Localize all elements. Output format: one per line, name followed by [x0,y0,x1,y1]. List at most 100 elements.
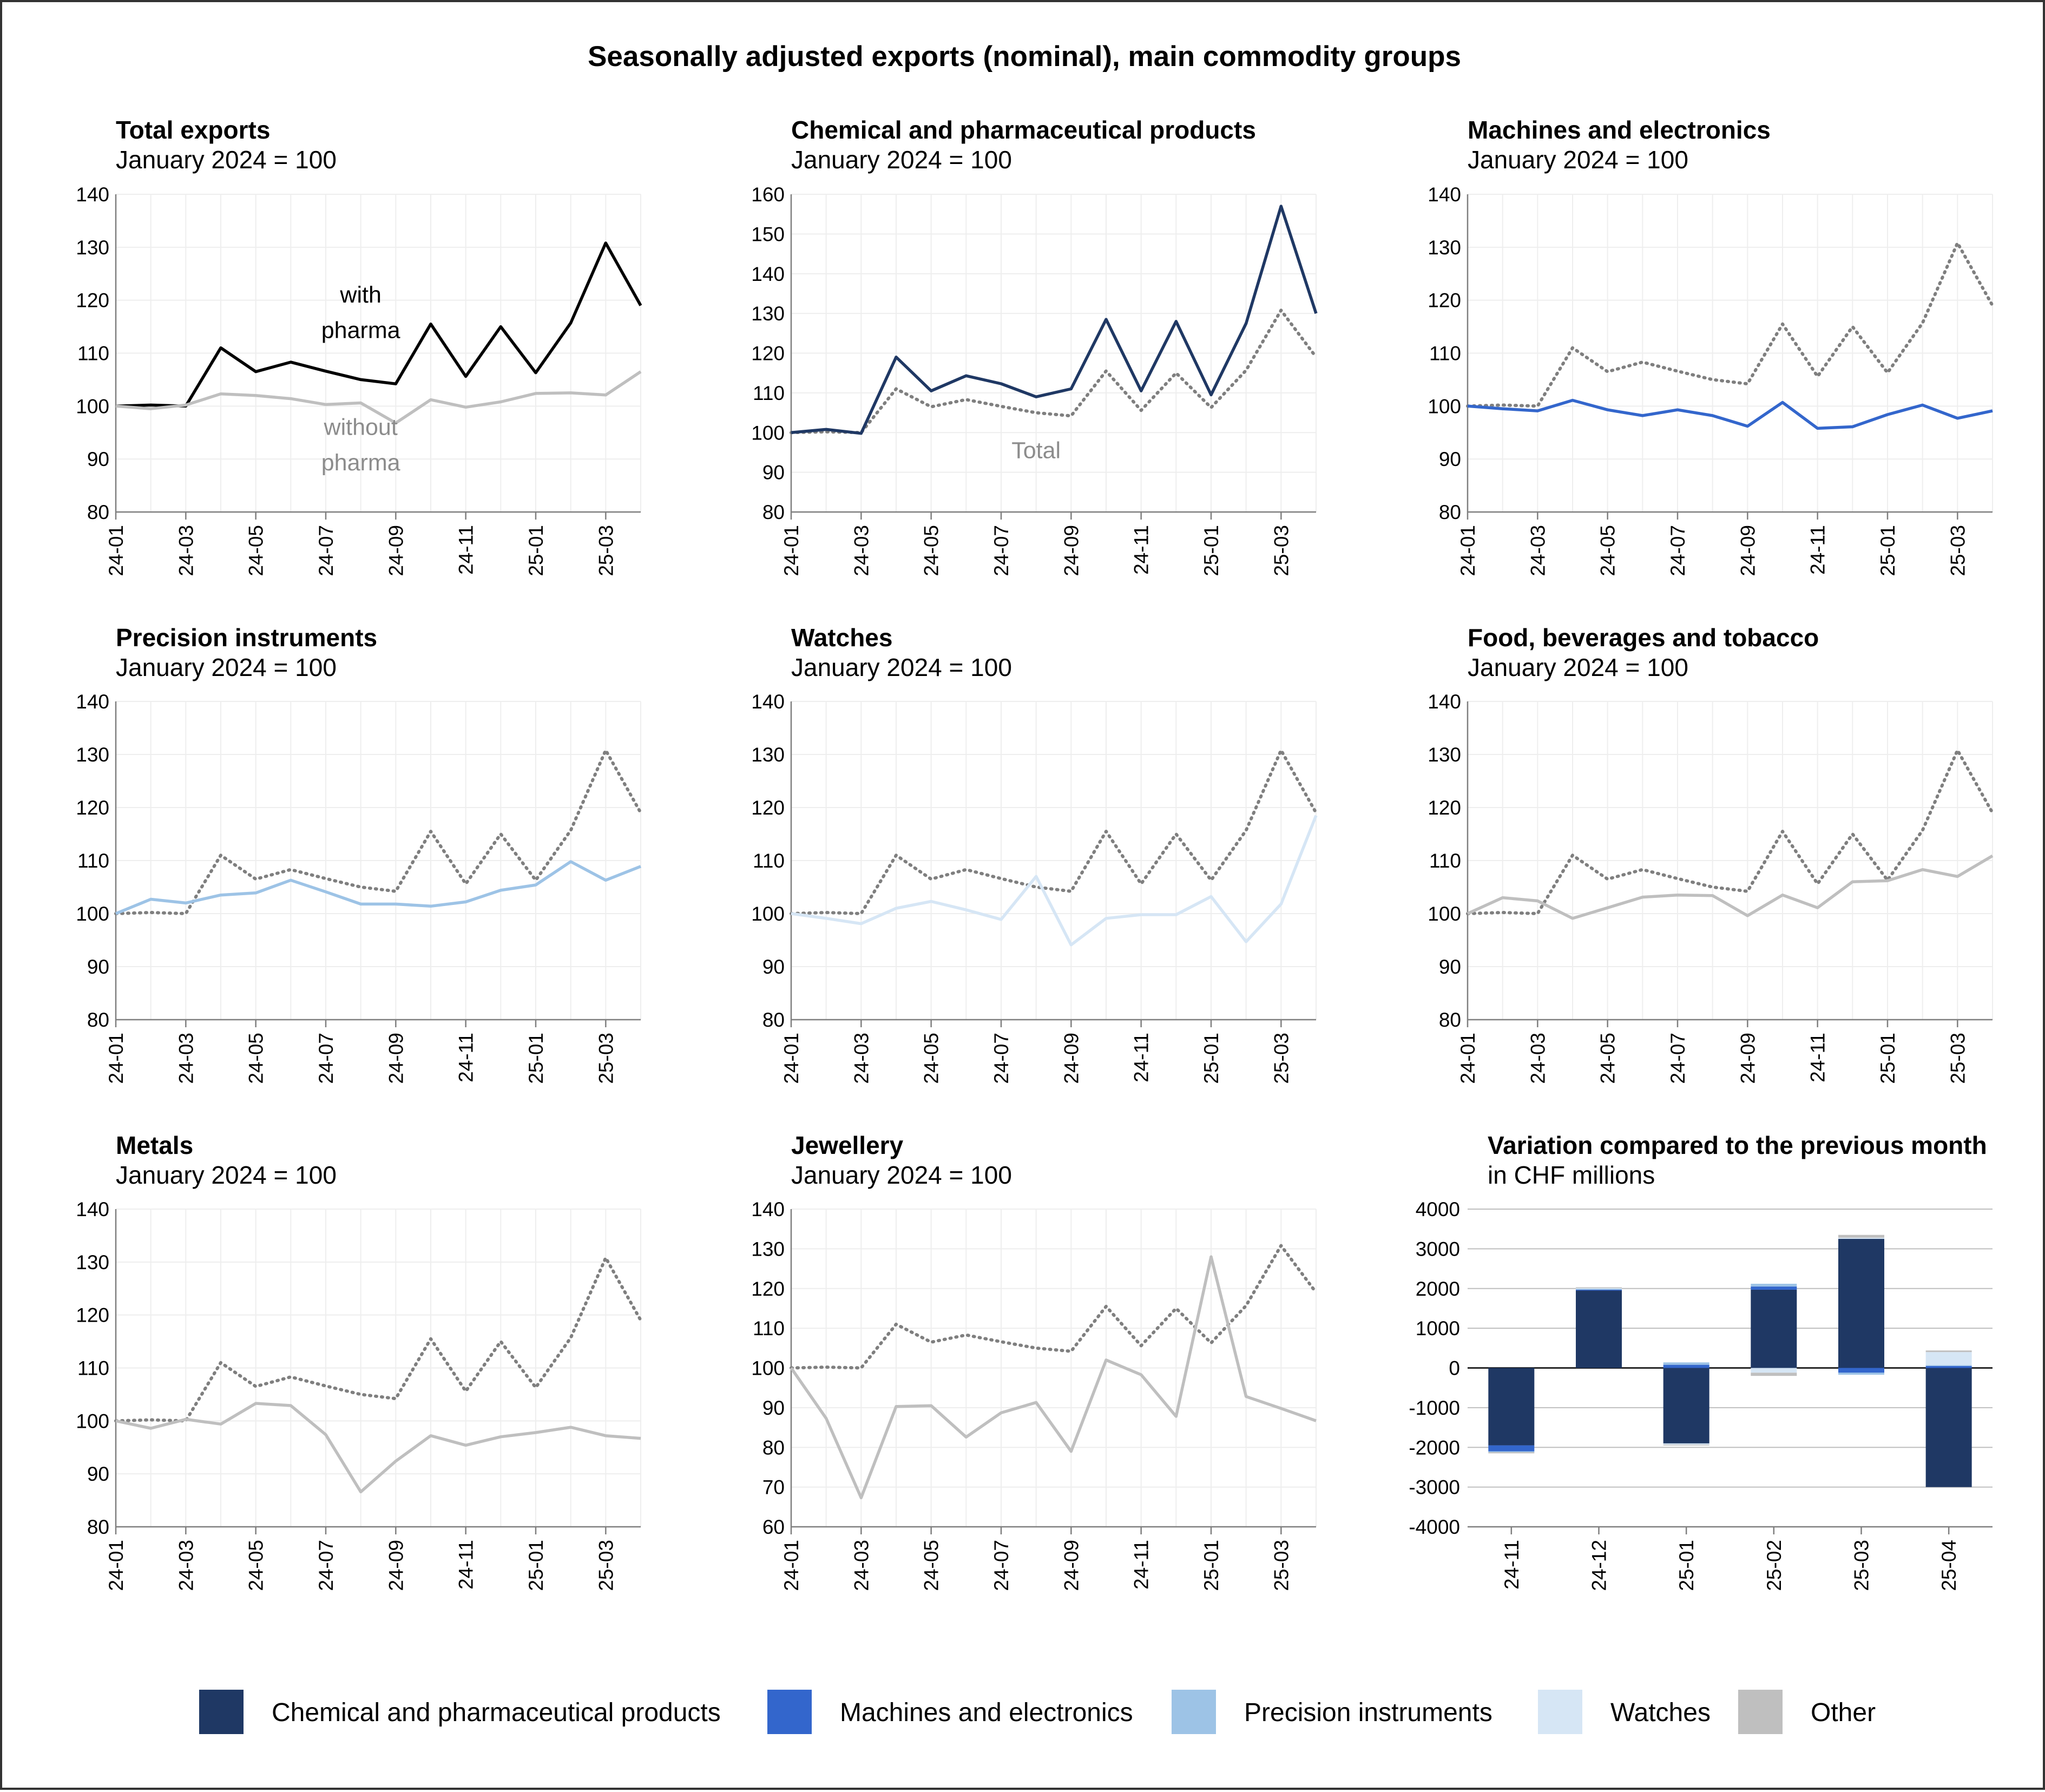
bar-segment-watches [1925,1352,1972,1366]
x-tick-label: 25-01 [1877,1033,1899,1084]
legend-item: Watches [1538,1690,1711,1734]
x-tick-label: 24-07 [315,1540,337,1591]
panel-9: Variation compared to the previous month… [1409,1131,1993,1591]
bar-segment-chemical-and-pharmaceutical-products [1663,1368,1709,1443]
y-tick-label: 4000 [1416,1198,1460,1220]
bar-segment-other [1751,1373,1797,1376]
x-tick-label: 24-05 [245,525,267,576]
panel-title: Food, beverages and tobacco [1468,623,1819,652]
bar-segment-watches [1663,1443,1709,1445]
y-tick-label: 70 [762,1476,785,1499]
y-tick-label: 120 [76,290,109,312]
bar-segment-precision-instruments [1925,1365,1972,1366]
y-tick-label: 130 [1428,237,1461,259]
x-tick-label: 24-05 [245,1540,267,1591]
legend-swatch [1538,1690,1582,1734]
y-tick-label: 130 [76,1251,109,1274]
y-tick-label: 140 [1428,183,1461,206]
y-tick-label: 1000 [1416,1317,1460,1340]
panel-subtitle: January 2024 = 100 [116,653,337,681]
legend-label: Chemical and pharmaceutical products [272,1698,721,1727]
bar-segment-precision-instruments [1838,1373,1884,1375]
x-tick-label: 25-01 [1675,1540,1698,1591]
x-tick-label: 25-01 [525,1033,547,1084]
x-tick-label: 24-09 [1060,525,1082,576]
series-line-total [1466,241,1994,408]
bar-segment-chemical-and-pharmaceutical-products [1751,1289,1797,1368]
bar-segment-chemical-and-pharmaceutical-products [1576,1290,1622,1368]
y-tick-label: 80 [762,1009,785,1031]
bar-segment-precision-instruments [1751,1283,1797,1287]
chart-panels: Total exports January 2024 = 100 80 90 100 11… [76,116,1994,1591]
y-tick-label: 110 [753,1317,785,1340]
y-tick-label: 90 [1439,956,1461,978]
panel-title: Total exports [116,116,270,144]
y-tick-label: 120 [1428,797,1461,819]
y-tick-label: 140 [1428,691,1461,713]
x-tick-label: 24-03 [850,1033,872,1084]
x-tick-label: 25-03 [595,1540,617,1591]
x-tick-label: 25-03 [1270,525,1292,576]
series-line-food-beverages-and-tobacco [1467,854,1994,920]
series-line-watches [791,815,1318,947]
panel-2: Chemical and pharmaceutical productsJanu… [751,116,1318,576]
bar-segment-watches [1576,1288,1622,1289]
y-tick-label: 120 [751,343,785,365]
x-tick-label: 25-01 [1200,1540,1222,1591]
y-tick-label: 90 [762,462,785,484]
y-tick-label: 90 [1439,448,1461,470]
x-tick-label: 24-05 [1597,525,1619,576]
x-tick-label: 24-01 [1457,525,1479,576]
bar-segment-precision-instruments [1488,1451,1535,1453]
x-tick-label: 24-03 [175,1540,197,1591]
y-tick-label: 90 [762,1397,785,1419]
bar-segment-machines-and-electronics [1925,1366,1972,1368]
legend-label: Machines and electronics [840,1698,1133,1727]
y-tick-label: 110 [77,343,109,365]
bar-segment-chemical-and-pharmaceutical-products [1488,1368,1535,1446]
series-line-total [790,1244,1318,1370]
y-tick-label: 2000 [1416,1278,1460,1300]
legend-item: Chemical and pharmaceutical products [199,1690,721,1734]
y-tick-label: 100 [76,395,109,417]
x-tick-label: 24-07 [315,525,337,576]
x-tick-label: 24-07 [1667,525,1689,576]
legend-label: Other [1811,1698,1876,1727]
panel-subtitle: January 2024 = 100 [791,1161,1012,1189]
bar-segment-other [1838,1235,1884,1238]
y-tick-label: 120 [1428,290,1461,312]
y-tick-label: 110 [1429,343,1461,365]
x-tick-label: 24-11 [1501,1540,1523,1590]
panel-subtitle: in CHF millions [1488,1161,1655,1189]
bar-segment-chemical-and-pharmaceutical-products [1925,1368,1972,1487]
panel-subtitle: January 2024 = 100 [116,1161,337,1189]
x-tick-label: 25-01 [1877,525,1899,576]
x-tick-label: 25-03 [595,525,617,576]
x-tick-label: 25-02 [1763,1540,1785,1591]
y-tick-label: -2000 [1409,1436,1460,1459]
y-tick-label: 100 [76,903,109,925]
y-tick-label: 110 [753,382,785,404]
series-line-with-pharma [115,241,642,408]
x-tick-label: 24-09 [385,1033,407,1084]
y-tick-label: 140 [76,691,109,713]
bar-segment-other [1663,1445,1709,1446]
y-tick-label: 80 [762,501,785,523]
series-line-total [114,749,642,915]
x-tick-label: 24-03 [850,525,872,576]
y-tick-label: 100 [1428,903,1461,925]
x-tick-label: 25-03 [1851,1540,1873,1591]
y-tick-label: 100 [76,1410,109,1432]
x-tick-label: 24-03 [850,1540,872,1591]
series-line-machines-and-electronics [1467,398,1993,430]
x-tick-label: 25-01 [1200,525,1222,576]
y-tick-label: 140 [76,1198,109,1220]
panel-subtitle: January 2024 = 100 [1468,653,1688,681]
panel-title: Precision instruments [116,623,377,652]
x-tick-label: 24-05 [1597,1033,1619,1084]
x-tick-label: 24-01 [780,1033,803,1084]
y-tick-label: 80 [1439,1009,1461,1031]
